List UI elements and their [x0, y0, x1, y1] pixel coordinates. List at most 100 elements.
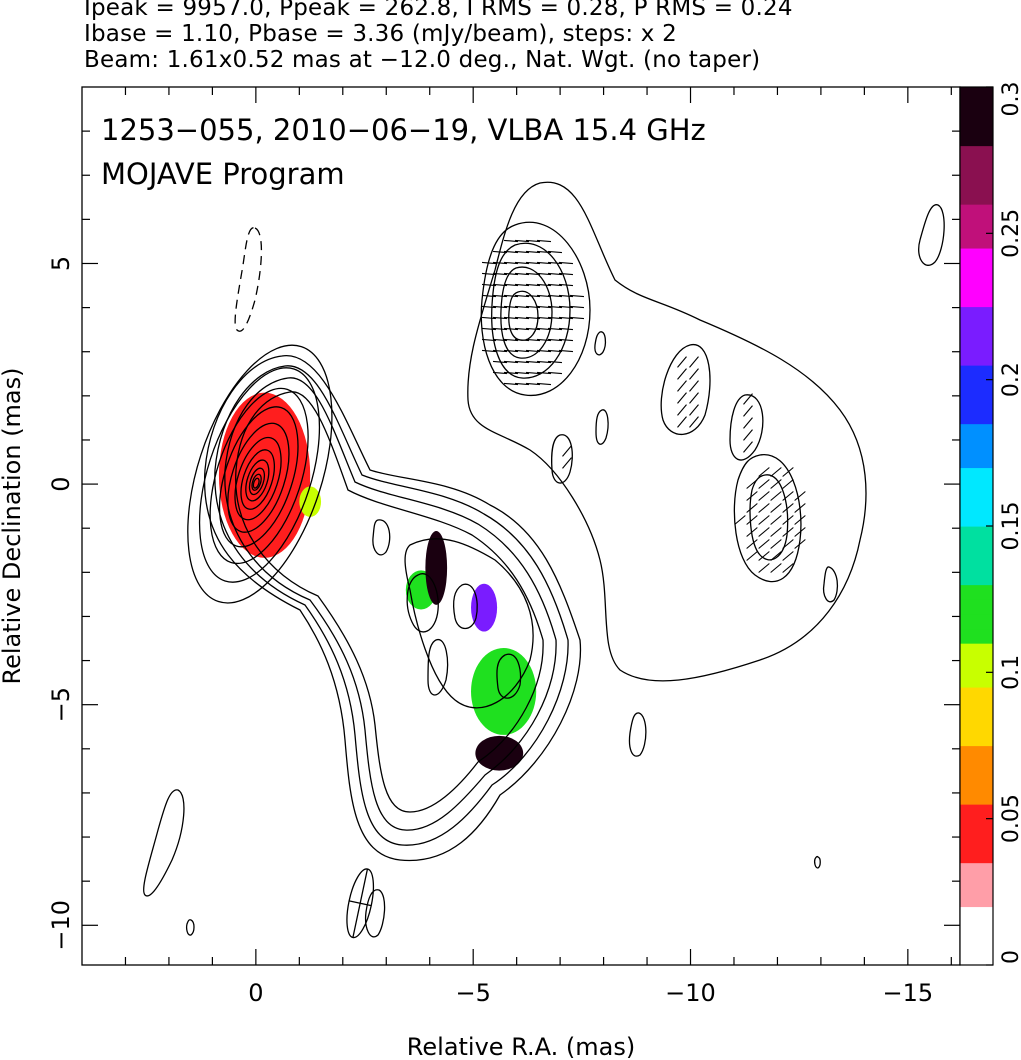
pol-region-knot-e: [475, 735, 524, 771]
pol-vector: [547, 283, 563, 287]
colorbar-step: [960, 599, 993, 615]
pol-vector: [481, 316, 497, 320]
core-contour: [240, 449, 276, 510]
pol-vector: [547, 371, 563, 375]
pol-vector: [525, 382, 541, 386]
pol-vector: [558, 305, 574, 309]
pol-vector: [492, 327, 508, 331]
pol-vector: [562, 457, 572, 469]
pol-vector: [758, 551, 770, 561]
colorbar-step: [960, 87, 993, 103]
contour-knot-a: [406, 573, 439, 633]
contour-island-w-3: [813, 855, 821, 869]
colorbar-step: [960, 569, 993, 586]
y-tick-label: 0: [47, 476, 75, 491]
colorbar-step: [960, 277, 993, 293]
pol-vector: [536, 305, 552, 309]
pol-vector: [770, 539, 782, 549]
pol-vector: [514, 382, 530, 386]
pol-vector: [503, 294, 519, 298]
pol-vector: [794, 491, 806, 501]
pol-vector: [525, 283, 541, 287]
pol-vector: [743, 393, 753, 405]
contour-layer: [143, 181, 945, 938]
core-contour: [187, 344, 333, 604]
colorbar-step: [960, 306, 993, 322]
colorbar-step: [960, 496, 993, 512]
pol-vector: [503, 239, 519, 243]
pol-vector: [746, 551, 758, 561]
colorbar-step: [960, 291, 993, 308]
pol-vector: [503, 316, 519, 320]
pol-vector: [558, 261, 574, 265]
pol-vector: [770, 563, 782, 573]
beam-ellipse: [346, 868, 375, 939]
pol-vector: [492, 338, 508, 342]
pol-vector: [514, 316, 530, 320]
pol-vector: [503, 272, 519, 276]
pol-vector: [677, 416, 687, 428]
core-contour: [252, 477, 260, 489]
core-contour: [234, 436, 282, 521]
pol-vector: [782, 467, 794, 477]
pol-vector: [547, 360, 563, 364]
colorbar-step: [960, 116, 993, 132]
colorbar-step: [960, 628, 993, 644]
contour-knot-d: [496, 653, 522, 699]
core-contour: [245, 459, 270, 502]
pol-vector: [525, 239, 541, 243]
pol-vector: [547, 305, 563, 309]
pol-vector: [770, 491, 782, 501]
contour-nw-island-a: [551, 434, 573, 484]
pol-vector: [689, 380, 699, 392]
colorbar-step: [960, 262, 993, 278]
colorbar-step: [960, 847, 993, 864]
colorbar-step: [960, 760, 993, 776]
pol-vector: [503, 305, 519, 309]
colorbar-step: [960, 686, 993, 703]
pol-vector: [514, 272, 530, 276]
pol-vector: [547, 272, 563, 276]
contour-nw-knot-1c: [500, 266, 553, 359]
pol-vector: [758, 515, 770, 525]
colorbar-step: [960, 174, 993, 191]
pol-vector: [536, 294, 552, 298]
pol-vector: [503, 261, 519, 265]
pol-vector: [677, 368, 687, 380]
polarization-vectors: [481, 239, 806, 573]
pol-vector: [746, 491, 758, 501]
contour-nw-knot-4b: [749, 474, 789, 561]
colorbar-step: [960, 745, 993, 761]
pol-vector: [503, 371, 519, 375]
pol-vector: [525, 261, 541, 265]
pol-vector: [481, 294, 497, 298]
pol-vector: [782, 563, 794, 573]
pol-vector: [525, 360, 541, 364]
header-line-2: Ibase = 1.10, Pbase = 3.36 (mJy/beam), s…: [84, 21, 677, 47]
pol-vector: [492, 250, 508, 254]
colorbar-step: [960, 730, 993, 747]
colorbar-step: [960, 233, 993, 249]
pol-vector: [503, 360, 519, 364]
pol-vector: [514, 327, 530, 331]
contour-knot-inner: [404, 538, 534, 709]
pol-vector: [492, 294, 508, 298]
pol-vector: [536, 382, 552, 386]
colorbar-step: [960, 643, 993, 659]
pol-vector: [514, 283, 530, 287]
core-contour: [227, 422, 290, 533]
colorbar-step: [960, 204, 993, 220]
colorbar-step: [960, 789, 993, 805]
colorbar-step: [960, 862, 993, 878]
colorbar-step: [960, 555, 993, 571]
colorbar-step: [960, 833, 993, 849]
colorbar-step: [960, 921, 993, 937]
pol-vector: [794, 503, 806, 513]
pol-vector: [536, 371, 552, 375]
pol-vector: [569, 305, 585, 309]
pol-vector: [481, 327, 497, 331]
contour-sw-filament: [143, 789, 185, 897]
pol-vector: [525, 349, 541, 353]
colorbar-step: [960, 438, 993, 454]
pol-vector: [743, 405, 753, 417]
